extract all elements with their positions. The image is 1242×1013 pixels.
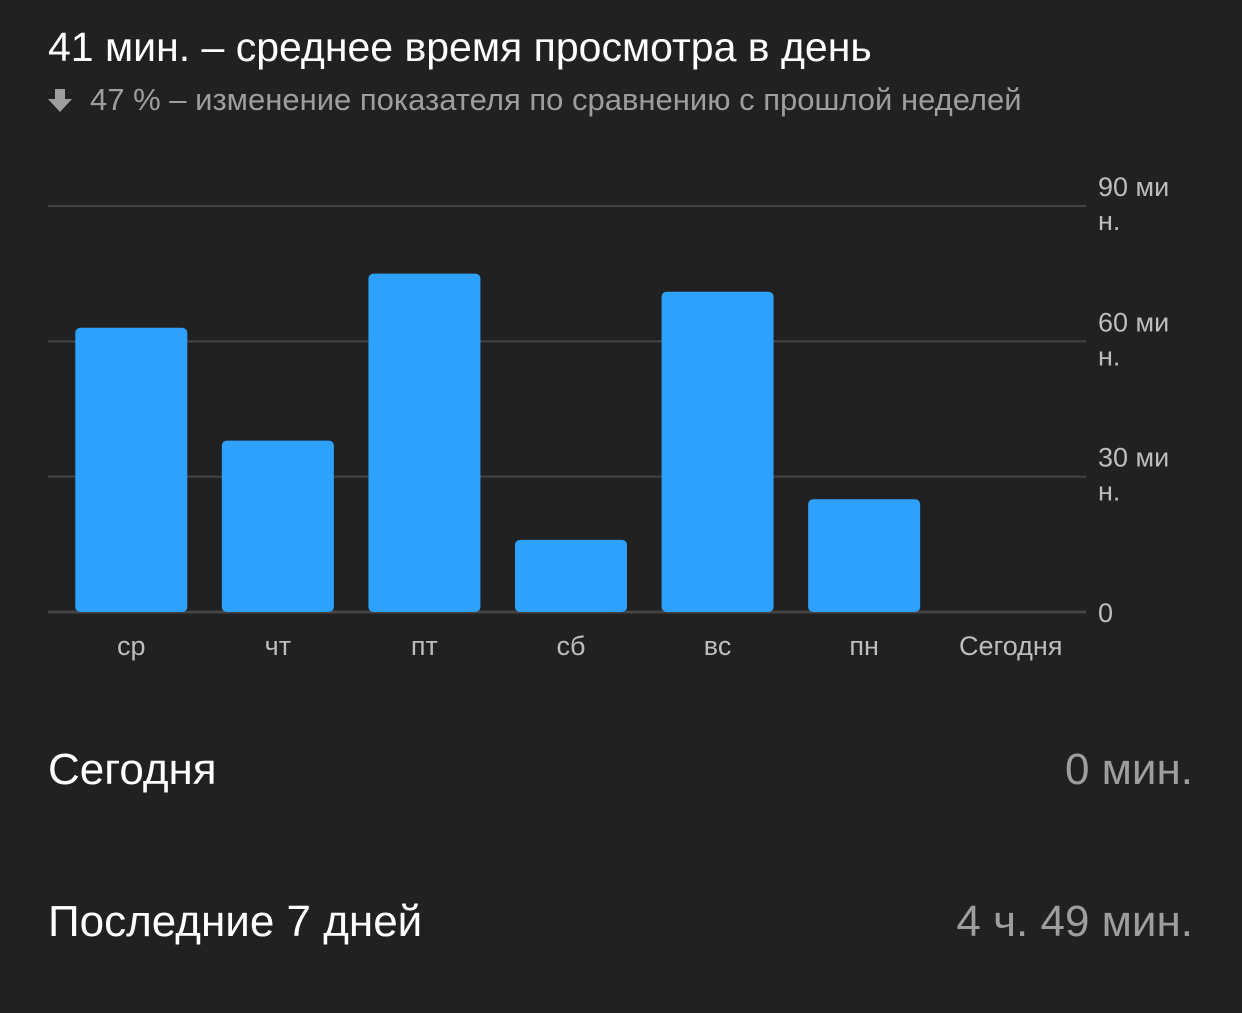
y-tick-label: 60 ми н. — [1098, 307, 1169, 371]
x-tick-label: пт — [411, 631, 438, 661]
bar-3[interactable] — [515, 539, 627, 612]
bar-chart: 90 ми н. 60 ми н. 30 ми н. 0 ср чт пт сб вс пн Сегодн… — [48, 172, 1169, 661]
x-tick-label: пн — [849, 631, 879, 661]
x-tick-label: чт — [265, 631, 291, 661]
today-label: Сегодня — [48, 745, 217, 794]
summary-week-row: Последние 7 дней 4 ч. 49 мин. — [48, 892, 1193, 952]
y-tick-label: 0 — [1098, 598, 1113, 628]
trend-text: 47 % – изменение показателя по сравнению… — [90, 82, 1022, 117]
x-tick-label: сб — [557, 631, 586, 661]
y-tick-label: 30 ми н. — [1098, 443, 1169, 507]
trend-summary: 47 % – изменение показателя по сравнению… — [46, 80, 1022, 120]
x-tick-label: вс — [704, 631, 732, 661]
bar-0[interactable] — [75, 327, 188, 612]
page-title: 41 мин. – среднее время просмотра в день — [48, 24, 872, 70]
bar-1[interactable] — [221, 440, 334, 612]
summary-today-row: Сегодня 0 мин. — [48, 740, 1193, 800]
y-tick-label: 90 ми н. — [1098, 172, 1169, 236]
bar-5[interactable] — [808, 499, 921, 612]
week-value: 4 ч. 49 мин. — [956, 897, 1193, 946]
bar-2[interactable] — [368, 273, 481, 612]
today-value: 0 мин. — [1064, 745, 1193, 794]
bar-4[interactable] — [661, 291, 774, 612]
x-tick-label: Сегодня — [959, 631, 1062, 661]
arrow-down-icon — [46, 86, 74, 114]
x-tick-label: ср — [117, 631, 146, 661]
week-label: Последние 7 дней — [48, 897, 423, 946]
